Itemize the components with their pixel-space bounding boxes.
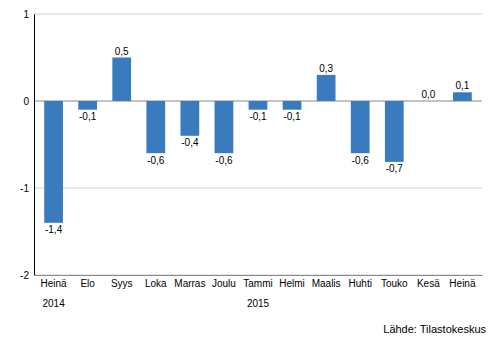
y-tick-label: 0 — [23, 96, 29, 107]
bar — [180, 101, 199, 136]
x-tick: Syys — [111, 275, 133, 289]
x-axis-line — [35, 275, 483, 276]
x-tick: Heinä — [41, 275, 68, 289]
x-tick-label: Maalis — [312, 278, 341, 289]
data-label: -0,1 — [249, 111, 267, 122]
y-tick-label: -2 — [20, 270, 29, 281]
data-label: -0,6 — [147, 155, 165, 166]
x-tick-label: Syys — [111, 278, 133, 289]
data-label: -0,1 — [79, 111, 97, 122]
x-tick-label: Loka — [145, 278, 167, 289]
x-tick-label: Huhti — [349, 278, 372, 289]
grid — [34, 14, 482, 275]
grid-line — [34, 275, 482, 276]
bar — [385, 101, 404, 162]
grid-line — [34, 188, 482, 189]
bar — [249, 101, 268, 110]
x-tick: Heinä — [449, 275, 476, 289]
bars — [44, 58, 472, 223]
bar — [453, 92, 472, 101]
x-tick: Joulu — [212, 275, 236, 289]
data-label: 0,1 — [455, 80, 469, 91]
x-tick-label: Kesä — [417, 278, 440, 289]
bar — [317, 75, 336, 101]
data-label: 0,0 — [421, 89, 435, 100]
chart: -1,4 -0,1 0,5 -0,6 -0,4 -0,6 -0,1 -0,1 0,3 -0,6 -0… — [0, 0, 494, 339]
year-label: 2015 — [247, 298, 270, 309]
x-tick: Marras — [174, 275, 205, 289]
x-tick: Tammi — [243, 275, 272, 289]
x-tick: Helmi — [279, 275, 305, 289]
x-tick-label: Tammi — [243, 278, 272, 289]
plot: -1,4 -0,1 0,5 -0,6 -0,4 -0,6 -0,1 -0,1 0,3 -0,6 -0… — [20, 9, 482, 309]
annotations: 2014 2015 — [42, 298, 269, 309]
x-tick-label: Marras — [174, 278, 205, 289]
x-tick-label: Helmi — [279, 278, 305, 289]
data-label: -0,7 — [386, 163, 404, 174]
data-label: -0,1 — [283, 111, 301, 122]
y-axis: -2 -1 0 1 — [20, 9, 34, 281]
data-label: -0,6 — [352, 155, 370, 166]
bar — [419, 101, 438, 102]
y-tick: -1 — [20, 183, 34, 194]
grid-line — [34, 14, 482, 15]
x-tick: Maalis — [312, 275, 341, 289]
bar — [146, 101, 165, 153]
source: Lähde: Tilastokeskus — [383, 323, 486, 335]
data-label: 0,5 — [115, 46, 129, 57]
x-tick-label: Joulu — [212, 278, 236, 289]
y-tick-label: 1 — [23, 9, 29, 20]
data-label: 0,3 — [319, 63, 333, 74]
bar — [215, 101, 234, 153]
x-tick: Loka — [145, 275, 167, 289]
y-axis-line — [34, 15, 35, 276]
y-tick-label: -1 — [20, 183, 29, 194]
x-tick-label: Elo — [80, 278, 95, 289]
x-tick: Touko — [381, 275, 408, 289]
bar — [351, 101, 370, 153]
x-tick: Elo — [80, 275, 95, 289]
data-label: -1,4 — [45, 224, 63, 235]
bar — [78, 101, 97, 110]
y-tick: 0 — [23, 96, 34, 107]
y-tick: -2 — [20, 270, 34, 281]
data-label: -0,6 — [215, 155, 233, 166]
x-axis: Heinä Elo Syys Loka Marras Joulu Tammi Helmi Maa… — [35, 275, 483, 289]
x-tick: Huhti — [349, 275, 372, 289]
year-label: 2014 — [42, 298, 65, 309]
x-tick-label: Touko — [381, 278, 408, 289]
x-tick: Kesä — [417, 275, 440, 289]
bar — [44, 101, 63, 223]
bar — [112, 58, 131, 102]
data-labels: -1,4 -0,1 0,5 -0,6 -0,4 -0,6 -0,1 -0,1 0,3 -0,6 -0… — [45, 46, 470, 236]
bar — [283, 101, 302, 110]
data-label: -0,4 — [181, 137, 199, 148]
x-tick-label: Heinä — [449, 278, 476, 289]
y-tick: 1 — [23, 9, 34, 20]
x-tick-label: Heinä — [41, 278, 68, 289]
